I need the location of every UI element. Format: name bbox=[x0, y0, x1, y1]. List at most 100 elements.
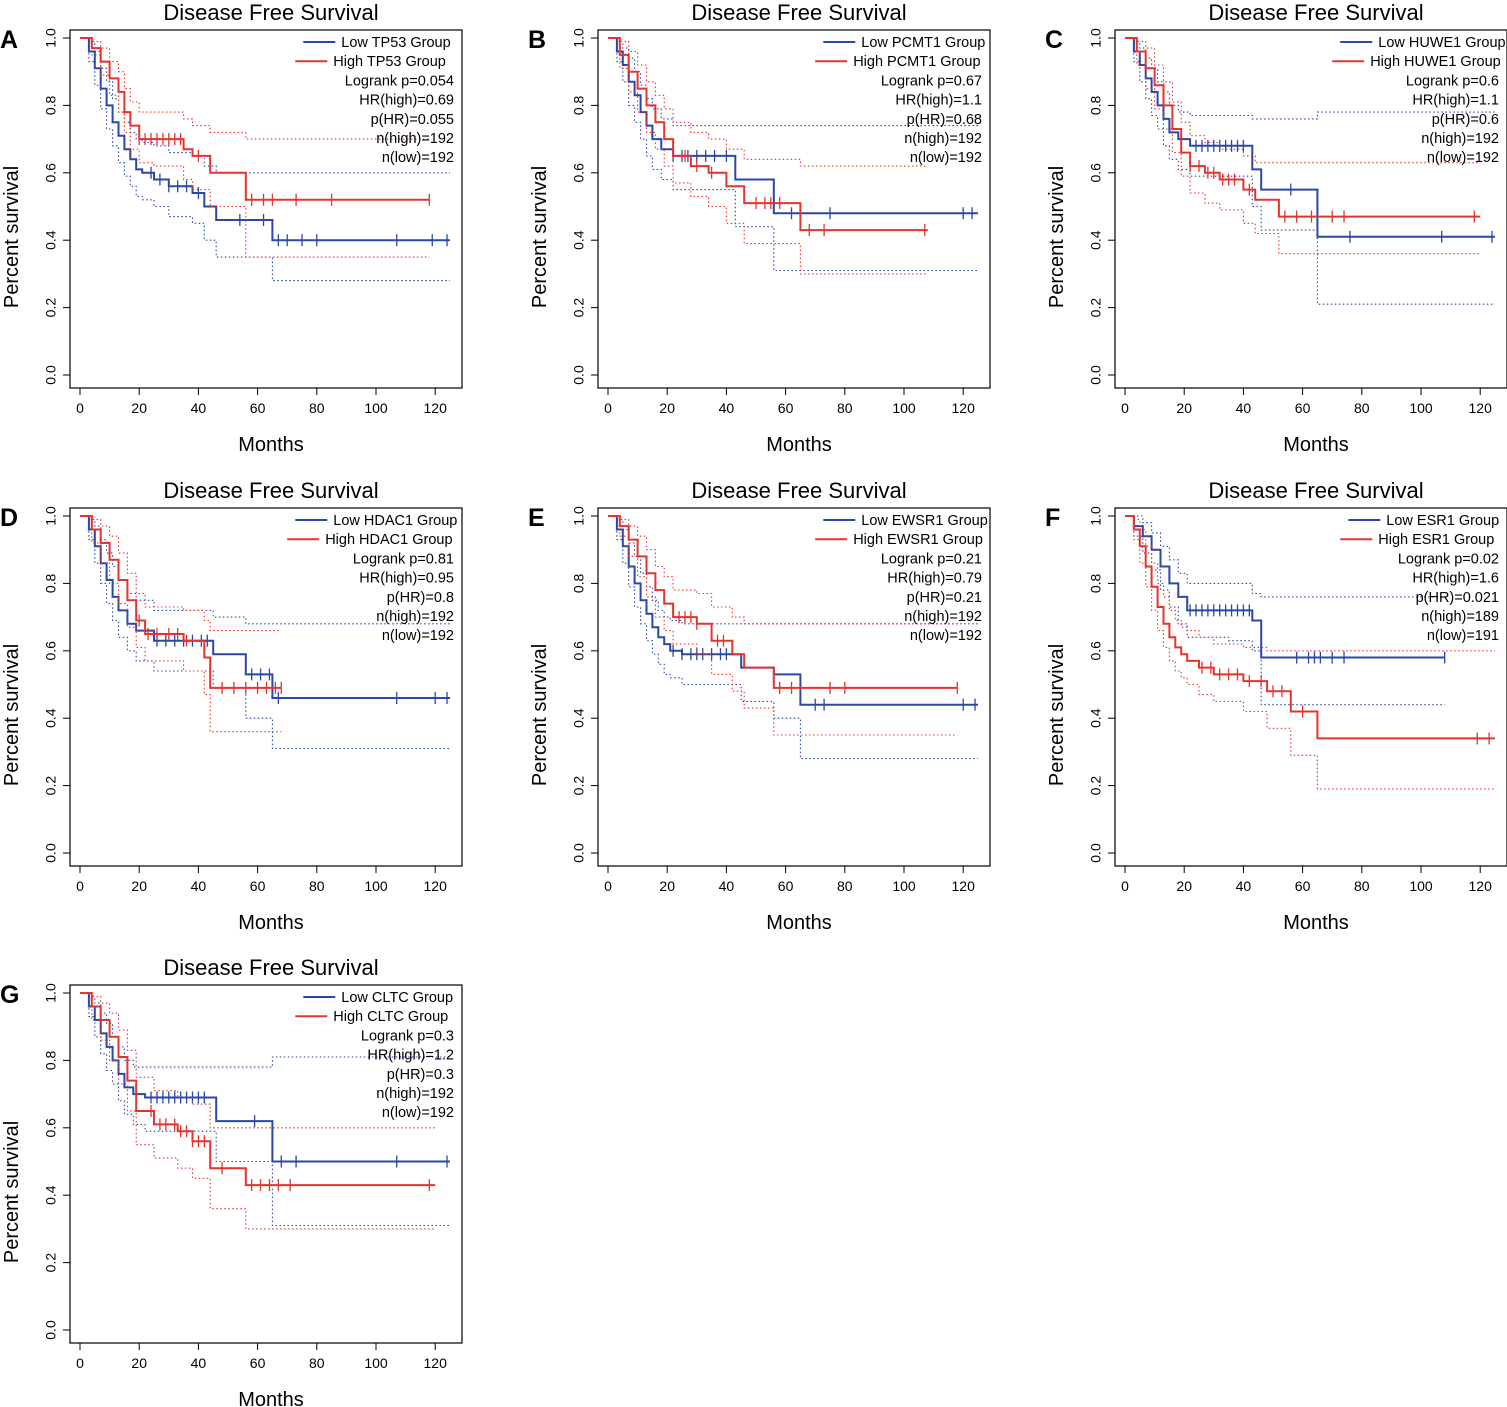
panel-e: Disease Free Survival E 0 20 40 60 80 100 120 0.0… bbox=[528, 478, 991, 934]
legend-stat: n(high)=192 bbox=[904, 131, 982, 147]
ci-lower-line bbox=[608, 37, 978, 272]
legend: Low PCMT1 Group High PCMT1 Group Logrank p… bbox=[815, 35, 985, 166]
legend-stat: p(HR)=0.8 bbox=[387, 590, 454, 606]
x-tick-label: 0 bbox=[604, 400, 612, 416]
legend-stat: HR(high)=1.2 bbox=[367, 1048, 454, 1064]
y-tick-label: 0.2 bbox=[1088, 298, 1104, 318]
x-tick-label: 100 bbox=[364, 878, 388, 894]
y-tick-label: 0.4 bbox=[1088, 708, 1104, 728]
y-tick-label: 0.0 bbox=[1088, 843, 1104, 863]
y-tick-label: 0.4 bbox=[43, 1185, 59, 1205]
y-tick-label: 0.8 bbox=[571, 573, 587, 593]
x-tick-label: 80 bbox=[837, 400, 853, 416]
y-axis-label: Percent survival bbox=[1046, 644, 1068, 786]
legend-stat: Logrank p=0.21 bbox=[881, 551, 982, 567]
x-tick-label: 60 bbox=[250, 878, 266, 894]
x-tick-label: 80 bbox=[309, 1355, 325, 1371]
legend: Low HDAC1 Group High HDAC1 Group Logrank p… bbox=[287, 513, 457, 644]
plot-frame bbox=[1114, 507, 1507, 867]
panel-a: Disease Free Survival A 0 20 40 60 80 100 120 0.0… bbox=[0, 0, 463, 456]
survival-line bbox=[1125, 37, 1481, 218]
y-tick-label: 0.0 bbox=[43, 843, 59, 863]
x-tick-label: 40 bbox=[191, 400, 207, 416]
ci-upper-line bbox=[1125, 515, 1495, 652]
legend-stat: HR(high)=0.79 bbox=[887, 571, 982, 587]
legend-stat: HR(high)=0.69 bbox=[359, 93, 454, 109]
survival-line bbox=[608, 37, 928, 232]
x-axis-label: Months bbox=[1283, 912, 1349, 934]
x-tick-label: 100 bbox=[1409, 878, 1433, 894]
legend-entry: Low HDAC1 Group bbox=[333, 513, 457, 529]
panel-label: D bbox=[0, 504, 18, 532]
ci-upper-line bbox=[1125, 37, 1481, 164]
legend-stat: p(HR)=0.68 bbox=[907, 112, 982, 128]
panel-label: G bbox=[0, 981, 19, 1009]
legend-entry: Low TP53 Group bbox=[341, 35, 450, 51]
y-tick-label: 1.0 bbox=[571, 28, 587, 48]
x-tick-label: 40 bbox=[719, 878, 735, 894]
x-tick-label: 120 bbox=[952, 878, 976, 894]
x-axis-label: Months bbox=[1283, 434, 1349, 456]
plot-frame bbox=[1114, 29, 1507, 389]
survival-line bbox=[80, 37, 450, 242]
y-tick-label: 1.0 bbox=[43, 28, 59, 48]
legend-entry: Low HUWE1 Group bbox=[1378, 35, 1505, 51]
panel-label: B bbox=[528, 26, 546, 54]
legend-stat: HR(high)=0.95 bbox=[359, 571, 454, 587]
survival-line bbox=[80, 992, 436, 1187]
legend-stat: Logrank p=0.3 bbox=[361, 1028, 454, 1044]
x-tick-label: 20 bbox=[1176, 878, 1192, 894]
legend-entry: Low CLTC Group bbox=[341, 990, 453, 1006]
x-axis-label: Months bbox=[238, 1389, 304, 1407]
panel-label: C bbox=[1045, 26, 1063, 54]
legend-stat: Logrank p=0.81 bbox=[353, 551, 454, 567]
y-tick-label: 0.4 bbox=[43, 708, 59, 728]
survival-line bbox=[608, 515, 958, 689]
legend: Low CLTC Group High CLTC Group Logrank p=0… bbox=[295, 990, 454, 1121]
series-high bbox=[608, 515, 958, 736]
ci-upper-line bbox=[1125, 515, 1445, 598]
chart-title: Disease Free Survival bbox=[1208, 0, 1423, 25]
x-tick-label: 80 bbox=[309, 878, 325, 894]
series-low bbox=[1125, 515, 1446, 706]
x-tick-label: 100 bbox=[364, 400, 388, 416]
legend-stat: n(low)=192 bbox=[910, 150, 982, 166]
chart-title: Disease Free Survival bbox=[691, 478, 906, 503]
panel-label: F bbox=[1045, 504, 1060, 532]
panel-d: Disease Free Survival D 0 20 40 60 80 100 120 0.0… bbox=[0, 478, 463, 934]
x-tick-label: 20 bbox=[659, 400, 675, 416]
legend-entry: High EWSR1 Group bbox=[853, 532, 983, 548]
legend-entry: High PCMT1 Group bbox=[853, 54, 980, 70]
y-tick-label: 0.4 bbox=[571, 708, 587, 728]
x-tick-label: 40 bbox=[1236, 400, 1252, 416]
series-high bbox=[1125, 37, 1481, 255]
legend: Low HUWE1 Group High HUWE1 Group Logrank p… bbox=[1332, 35, 1506, 166]
panel-f: Disease Free Survival F 0 20 40 60 80 100 120 0.0… bbox=[1045, 478, 1507, 934]
x-tick-label: 20 bbox=[131, 878, 147, 894]
chart-title: Disease Free Survival bbox=[163, 478, 378, 503]
legend-stat: Logrank p=0.02 bbox=[1398, 551, 1499, 567]
legend-stat: n(low)=192 bbox=[382, 628, 454, 644]
ci-upper-line bbox=[80, 992, 436, 1129]
series-high bbox=[1125, 515, 1495, 790]
legend-stat: HR(high)=1.1 bbox=[895, 93, 982, 109]
x-tick-label: 20 bbox=[131, 400, 147, 416]
ci-lower-line bbox=[608, 37, 928, 275]
legend-stat: p(HR)=0.021 bbox=[1416, 590, 1499, 606]
ci-upper-line bbox=[608, 515, 958, 625]
panel-label: A bbox=[0, 26, 18, 54]
panel-label: E bbox=[528, 504, 545, 532]
y-tick-label: 0.2 bbox=[43, 776, 59, 796]
legend-stat: p(HR)=0.3 bbox=[387, 1067, 454, 1083]
legend-stat: n(high)=192 bbox=[376, 1086, 454, 1102]
y-tick-label: 0.6 bbox=[43, 641, 59, 661]
y-tick-label: 0.8 bbox=[43, 95, 59, 115]
chart-title: Disease Free Survival bbox=[163, 955, 378, 980]
legend-entry: High TP53 Group bbox=[333, 54, 446, 70]
y-tick-label: 0.8 bbox=[571, 95, 587, 115]
y-tick-label: 0.6 bbox=[571, 163, 587, 183]
ci-lower-line bbox=[1125, 37, 1481, 255]
x-tick-label: 20 bbox=[131, 1355, 147, 1371]
x-tick-label: 100 bbox=[892, 878, 916, 894]
survival-line bbox=[80, 515, 282, 689]
